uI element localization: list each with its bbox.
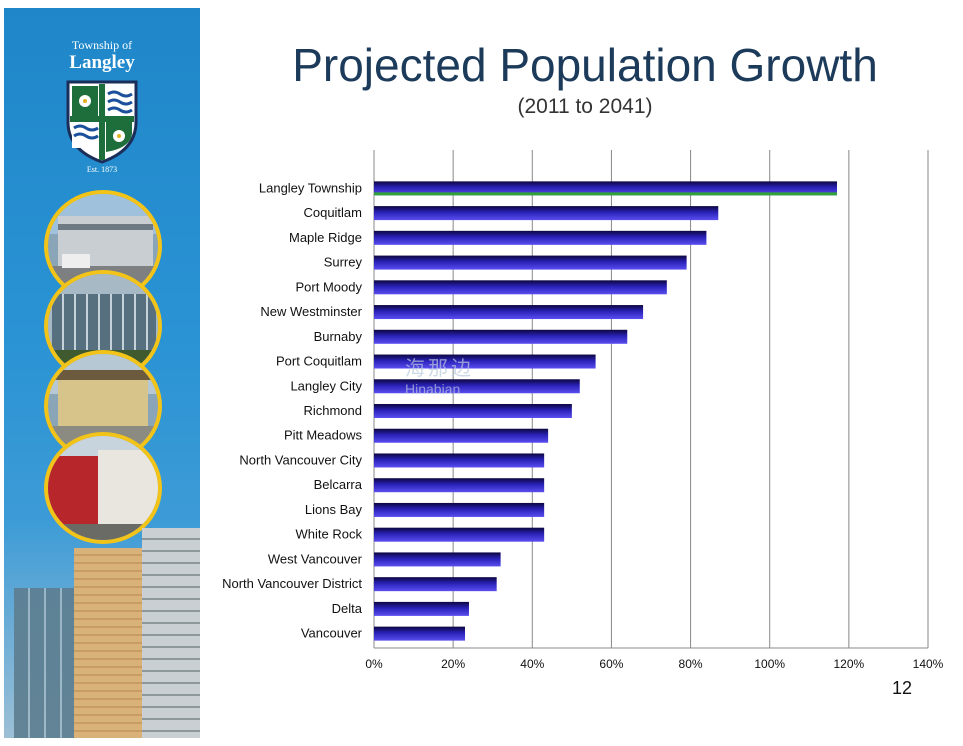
bars [374,181,837,641]
bar [374,181,837,196]
bar [374,478,545,493]
x-tick-label: 0% [365,657,383,671]
x-tick-label: 20% [441,657,465,671]
x-tick-label: 80% [679,657,703,671]
category-label: Langley City [290,378,362,393]
township-crest-icon [66,80,138,164]
wood-tower [74,548,142,738]
bar [374,354,596,369]
tick-labels: 0% 20% 40% 60% 80% 100% 120% 140% [365,657,943,671]
category-label: Port Moody [296,279,363,294]
bar [374,601,469,616]
category-label: Port Coquitlam [276,354,362,369]
gridlines [373,150,929,649]
category-label: Burnaby [314,329,363,344]
category-label: New Westminster [260,304,362,319]
bar [374,305,644,320]
category-label: Coquitlam [303,205,362,220]
x-tick-label: 40% [520,657,544,671]
category-labels: Langley Township Coquitlam Maple Ridge Surr… [222,180,363,640]
watermark: 海那边 Hinabian [405,352,474,397]
category-label: Belcarra [314,477,363,492]
category-label: Vancouver [301,626,363,641]
bar [374,230,707,245]
bar [374,404,572,418]
bar [374,577,497,592]
slide-subtitle: (2011 to 2041) [517,95,653,118]
category-label: Maple Ridge [289,230,362,245]
watermark-chinese: 海那边 [405,358,474,380]
bar [374,552,501,567]
slide-title: Projected Population Growth [292,39,878,91]
photo-red-building [44,432,162,544]
brand-line-1: Township of [71,38,133,52]
bar [374,502,545,517]
category-label: North Vancouver City [239,452,362,467]
category-label: Delta [332,601,363,616]
bar [374,379,580,394]
bar [374,527,545,542]
watermark-latin: Hinabian [405,381,461,397]
bar [374,206,719,221]
category-label: White Rock [296,527,363,542]
bar-highlight [374,192,837,196]
bar [374,453,545,468]
category-label: Richmond [303,403,362,418]
glass-facade [14,588,76,738]
established-text: Est. 1873 [86,165,118,174]
category-label: North Vancouver District [222,576,362,591]
side-building [142,528,200,738]
category-label: Langley Township [259,180,362,195]
bar [374,255,687,270]
brand-line-2: Langley [69,52,135,73]
category-label: Lions Bay [305,502,363,517]
x-tick-label: 120% [834,657,865,671]
page-number: 12 [892,678,913,698]
bar [374,428,549,443]
category-label: West Vancouver [268,551,363,566]
x-tick-label: 140% [913,657,944,671]
sidebar-banner: Township of Langley Est. 1873 [4,8,200,738]
bar [374,626,466,641]
bar [374,280,667,295]
x-tick-label: 100% [754,657,785,671]
category-label: Pitt Meadows [284,428,363,443]
x-tick-label: 60% [599,657,623,671]
bar [374,329,628,344]
category-label: Surrey [324,255,363,270]
population-growth-chart: Langley Township Coquitlam Maple Ridge Surr… [222,150,944,671]
